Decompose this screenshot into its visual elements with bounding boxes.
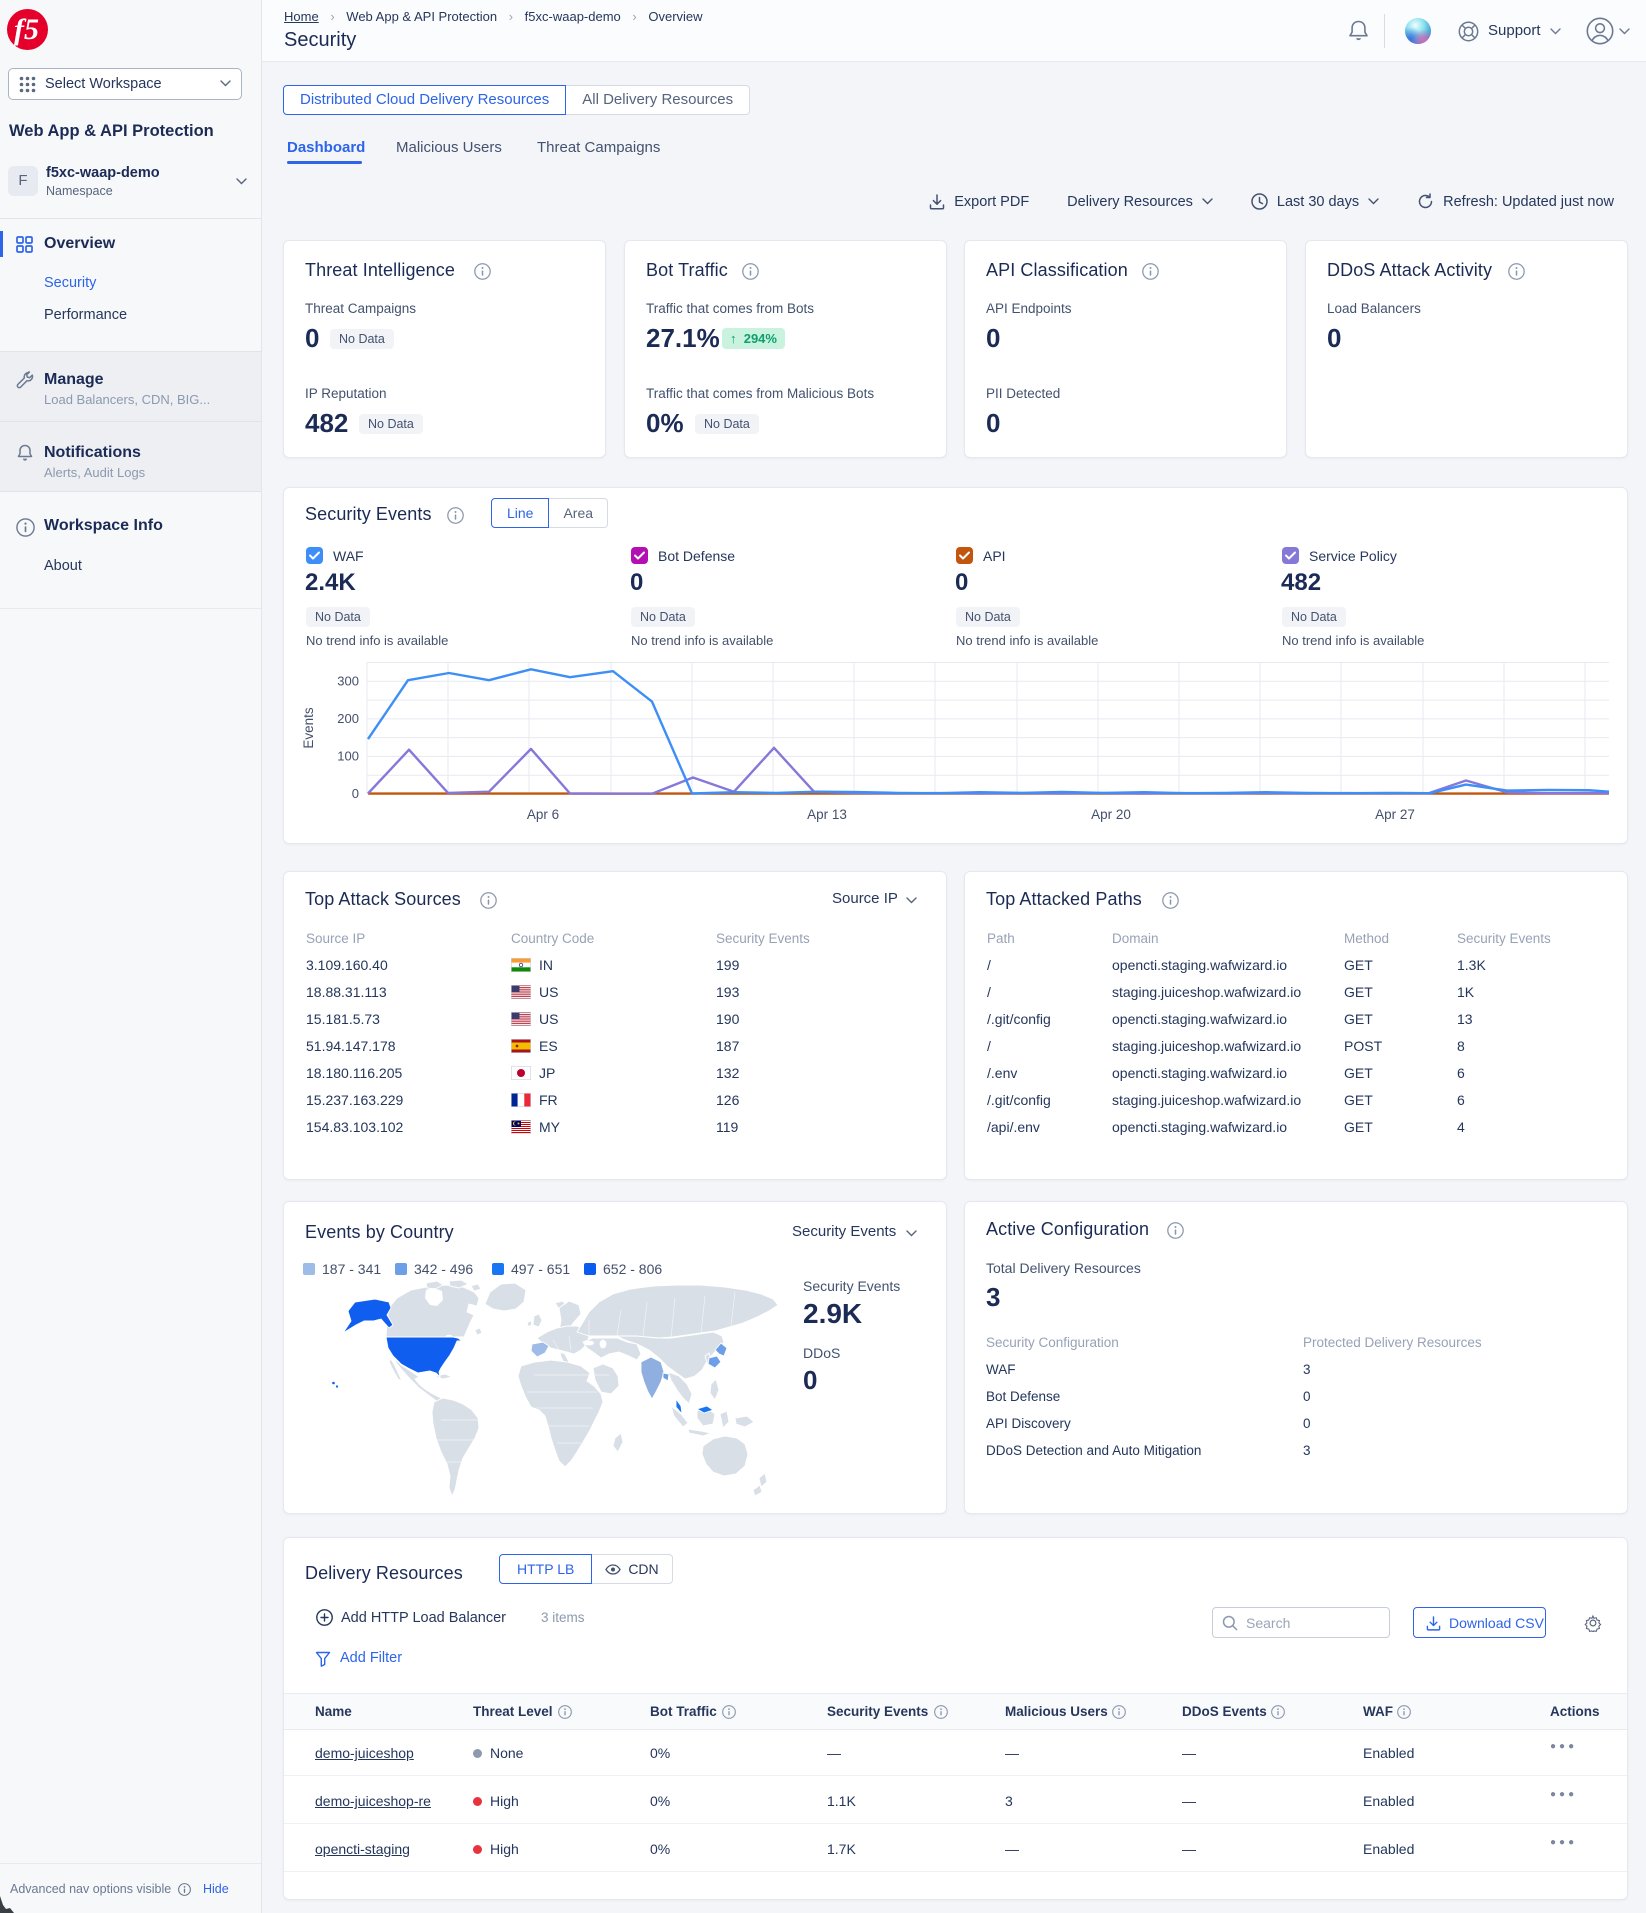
svg-text:Apr 20: Apr 20 bbox=[1091, 807, 1131, 822]
svg-text:Apr 6: Apr 6 bbox=[527, 807, 559, 822]
svg-text:200: 200 bbox=[337, 711, 359, 726]
svg-text:Apr 27: Apr 27 bbox=[1375, 807, 1415, 822]
svg-text:f5: f5 bbox=[14, 13, 39, 46]
svg-text:Apr 13: Apr 13 bbox=[807, 807, 847, 822]
svg-text:300: 300 bbox=[337, 673, 359, 688]
svg-text:0: 0 bbox=[352, 786, 359, 801]
svg-text:Events: Events bbox=[301, 707, 316, 749]
svg-text:100: 100 bbox=[337, 748, 359, 763]
